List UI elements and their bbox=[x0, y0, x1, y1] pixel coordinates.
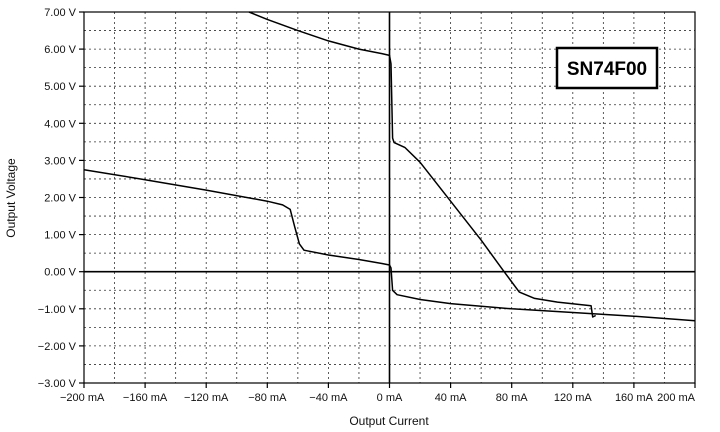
chart-badge: SN74F00 bbox=[555, 46, 659, 90]
y-tick-label: 4.00 V bbox=[44, 118, 76, 130]
badge-text: SN74F00 bbox=[567, 59, 647, 80]
y-tick-label: 5.00 V bbox=[44, 81, 76, 93]
y-tick-label: 0.00 V bbox=[44, 267, 76, 279]
x-tick-label: −80 mA bbox=[248, 392, 287, 404]
tick-layer: −3.00 V −2.00 V −1.00 V 0.00 V 1.00 V 2.00 V 3… bbox=[38, 7, 696, 404]
x-tick-label: −160 mA bbox=[123, 392, 168, 404]
x-tick-label: 40 mA bbox=[435, 392, 467, 404]
series-layer bbox=[83, 11, 696, 322]
y-tick-label: 2.00 V bbox=[44, 193, 76, 205]
x-tick-label: 200 mA bbox=[657, 392, 696, 404]
badge-box bbox=[555, 46, 659, 90]
x-tick-label: 120 mA bbox=[554, 392, 593, 404]
y-tick-label: −2.00 V bbox=[38, 341, 77, 353]
x-tick-label: −200 mA bbox=[60, 392, 105, 404]
series-line-1 bbox=[83, 168, 696, 322]
y-axis-title: Output Voltage bbox=[4, 158, 18, 238]
x-tick-label: 0 mA bbox=[377, 392, 403, 404]
y-tick-label: 7.00 V bbox=[44, 7, 76, 19]
y-tick-label: −3.00 V bbox=[38, 378, 77, 390]
series-line-2 bbox=[248, 11, 597, 318]
x-axis-title: Output Current bbox=[349, 414, 429, 428]
y-tick-label: 3.00 V bbox=[44, 155, 76, 167]
x-tick-label: −120 mA bbox=[184, 392, 229, 404]
y-tick-label: 1.00 V bbox=[44, 230, 76, 242]
x-tick-label: 160 mA bbox=[615, 392, 654, 404]
y-tick-label: −1.00 V bbox=[38, 304, 77, 316]
x-tick-label: 80 mA bbox=[496, 392, 528, 404]
x-tick-label: −40 mA bbox=[309, 392, 348, 404]
y-tick-label: 6.00 V bbox=[44, 44, 76, 56]
